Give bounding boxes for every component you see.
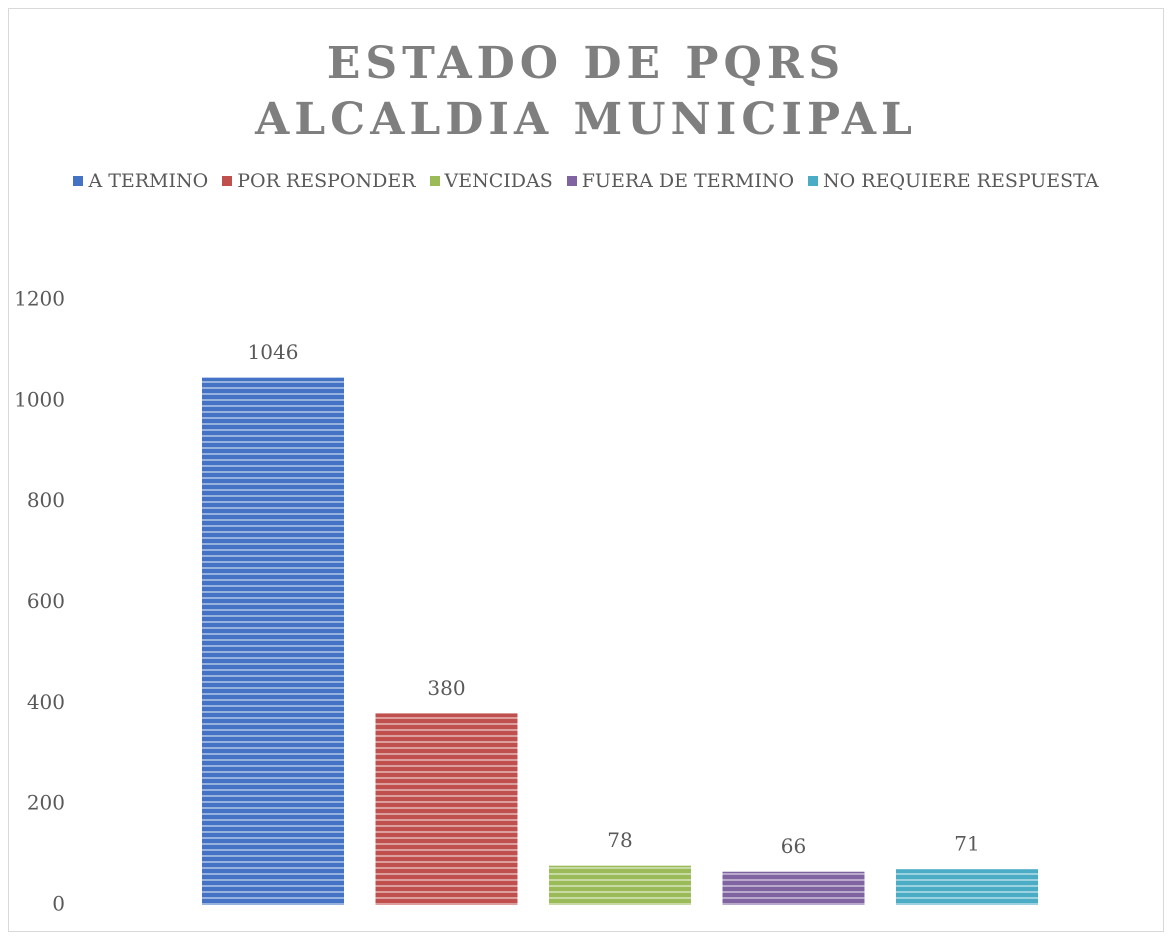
bar xyxy=(722,871,865,905)
bar xyxy=(896,869,1038,905)
legend-label: A TERMINO xyxy=(88,170,209,192)
legend-label: FUERA DE TERMINO xyxy=(581,170,795,192)
legend-swatch xyxy=(808,176,819,186)
legend: A TERMINO POR RESPONDER VENCIDAS FUERA DE T… xyxy=(0,170,1172,192)
y-tick-label: 600 xyxy=(27,589,65,613)
y-tick-label: 1000 xyxy=(14,387,65,411)
y-tick-label: 200 xyxy=(27,791,65,815)
data-label: 78 xyxy=(607,828,632,852)
legend-label: VENCIDAS xyxy=(444,170,553,192)
data-label: 1046 xyxy=(248,340,299,364)
legend-item: FUERA DE TERMINO xyxy=(566,170,795,192)
legend-swatch xyxy=(222,176,233,186)
legend-item: A TERMINO xyxy=(73,170,208,192)
y-tick-label: 0 xyxy=(52,892,65,916)
legend-swatch xyxy=(73,176,84,186)
data-label: 380 xyxy=(427,676,465,700)
y-tick-label: 1200 xyxy=(14,287,65,311)
bar xyxy=(375,713,518,905)
chart-frame xyxy=(8,8,1164,932)
y-tick-label: 800 xyxy=(27,488,65,512)
data-label: 71 xyxy=(954,832,979,856)
chart-title: ESTADO DE PQRS ALCALDIA MUNICIPAL xyxy=(255,38,917,145)
legend-label: NO REQUIERE RESPUESTA xyxy=(823,170,1099,192)
data-label: 66 xyxy=(781,834,806,858)
bar xyxy=(549,865,691,905)
legend-item: POR RESPONDER xyxy=(222,170,416,192)
y-tick-label: 400 xyxy=(27,690,65,714)
legend-item: NO REQUIERE RESPUESTA xyxy=(808,170,1099,192)
legend-label: POR RESPONDER xyxy=(237,170,416,192)
legend-item: VENCIDAS xyxy=(429,170,553,192)
legend-swatch xyxy=(429,176,440,186)
legend-swatch xyxy=(566,176,577,186)
bar xyxy=(202,377,344,905)
